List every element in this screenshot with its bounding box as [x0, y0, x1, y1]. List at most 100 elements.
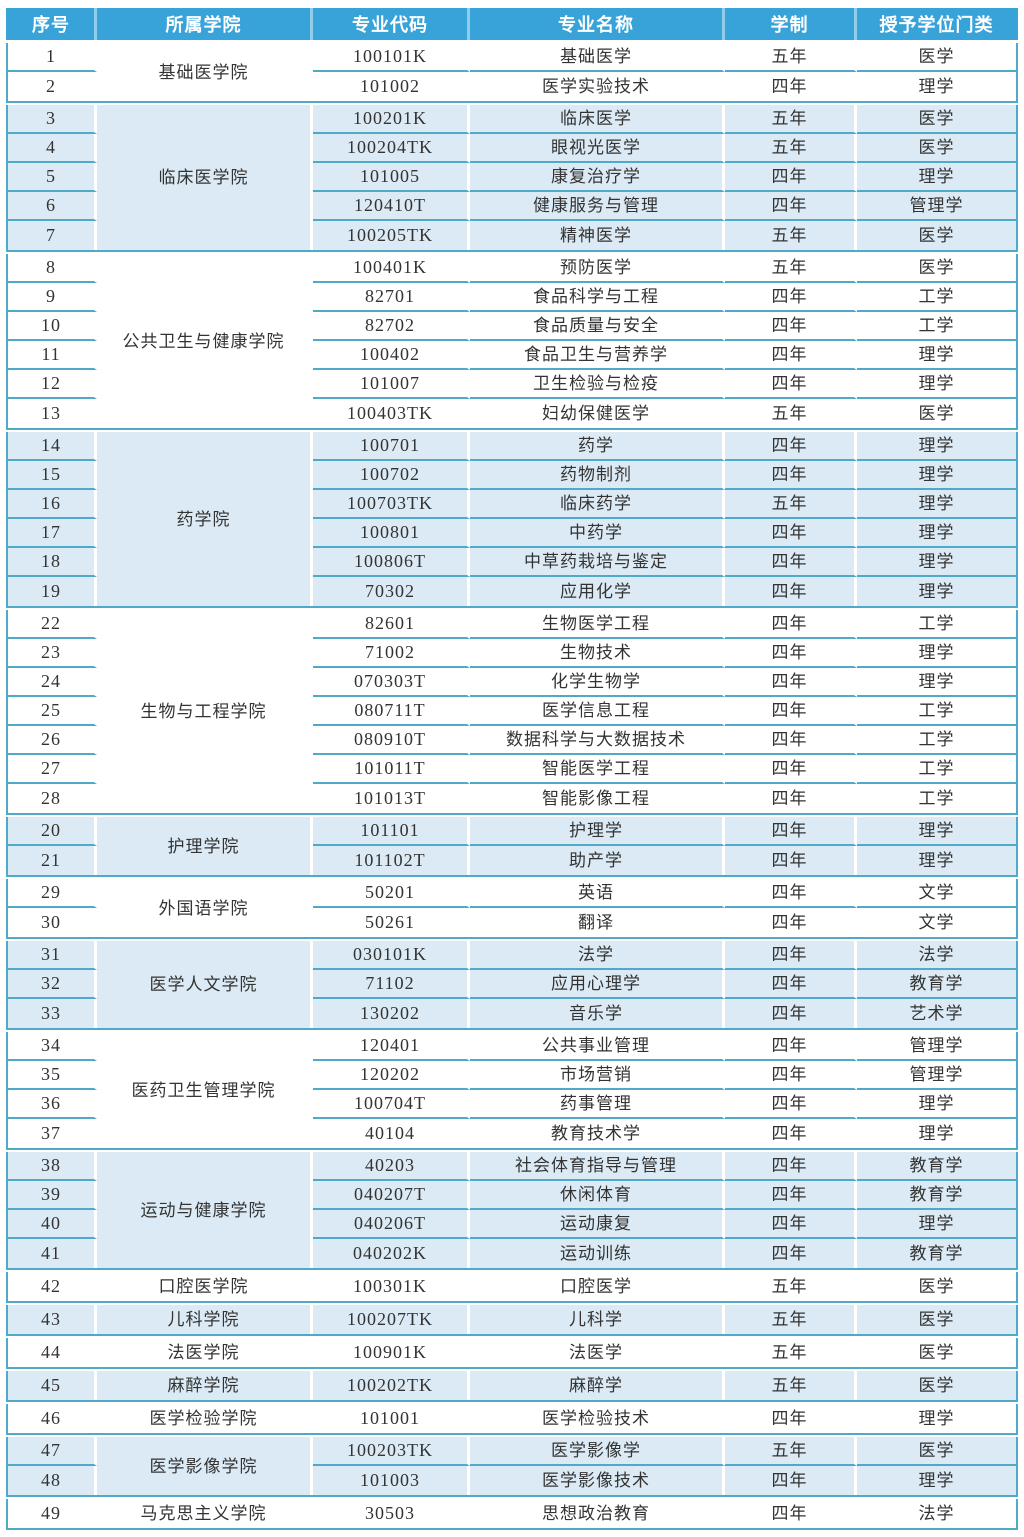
cell-no: 22 [8, 610, 97, 639]
cell-no: 8 [8, 254, 97, 283]
cell-major: 中草药栽培与鉴定 [470, 548, 725, 577]
cell-major: 休闲体育 [470, 1181, 725, 1210]
cell-no: 11 [8, 341, 97, 370]
cell-degree: 理学 [857, 639, 1016, 668]
cell-major: 临床药学 [470, 490, 725, 519]
cell-degree: 医学 [918, 226, 955, 245]
college-cell: 护理学院 [97, 817, 313, 875]
column-header-college: 所属学院 [97, 8, 313, 40]
cell-degree: 理学 [857, 461, 1016, 490]
cell-major: 食品科学与工程 [470, 283, 725, 312]
cell-degree: 医学 [918, 1376, 955, 1395]
cell-duration: 四年 [725, 163, 857, 192]
cell-duration: 四年 [725, 341, 857, 370]
cell-no: 10 [8, 312, 97, 341]
cell-duration: 五年 [725, 254, 857, 283]
cell-major: 生物技术 [470, 639, 725, 668]
college-group: 医学检验学院 46 101001 医学检验技术 四年 理学 [6, 1404, 1018, 1435]
cell-duration: 五年 [725, 490, 857, 519]
cell-no: 3 [8, 105, 97, 134]
cell-no: 21 [8, 846, 97, 875]
cell-code: 120410T [313, 192, 470, 221]
column-header-name: 专业名称 [470, 8, 725, 40]
cell-major: 助产学 [470, 846, 725, 875]
cell-major: 精神医学 [470, 221, 725, 250]
cell-degree: 理学 [918, 1124, 955, 1143]
cell-duration: 四年 [725, 1239, 857, 1268]
cell-degree: 理学 [918, 77, 955, 96]
cell-code: 130202 [313, 999, 470, 1028]
cell-degree: 法学 [918, 1504, 955, 1523]
cell-major: 生物医学工程 [470, 610, 725, 639]
cell-degree: 理学 [857, 668, 1016, 697]
cell-duration: 四年 [725, 668, 857, 697]
cell-duration: 四年 [725, 370, 857, 399]
cell-code: 70302 [313, 577, 470, 606]
cell-major: 麻醉学 [470, 1371, 725, 1400]
cell-code: 101013T [313, 784, 470, 813]
cell-major: 健康服务与管理 [470, 192, 725, 221]
cell-code: 040202K [313, 1239, 470, 1268]
cell-major: 法学 [470, 941, 725, 970]
cell-degree: 理学 [857, 163, 1016, 192]
cell-code: 100401K [313, 254, 470, 283]
cell-degree: 工学 [918, 789, 955, 808]
cell-duration: 四年 [725, 970, 857, 999]
cell-code: 100801 [313, 519, 470, 548]
cell-code: 101002 [313, 72, 470, 101]
cell-degree: 工学 [857, 610, 1016, 639]
college-cell: 基础医学院 [97, 43, 313, 101]
cell-code: 030101K [313, 941, 470, 970]
cell-code: 100701 [313, 432, 470, 461]
cell-code: 82701 [313, 283, 470, 312]
cell-duration: 四年 [725, 846, 857, 875]
cell-duration: 五年 [725, 105, 857, 134]
cell-duration: 四年 [725, 879, 857, 908]
column-header-code: 专业代码 [313, 8, 470, 40]
cell-degree: 理学 [857, 432, 1016, 461]
cell-degree: 理学 [918, 1409, 955, 1428]
cell-degree: 管理学 [857, 192, 1016, 221]
cell-major: 公共事业管理 [470, 1032, 725, 1061]
college-group: 公共卫生与健康学院 8 100401K 预防医学 五年 医学 9 82701 食品科学与工程 四年… [6, 254, 1018, 430]
cell-code: 50261 [313, 908, 470, 937]
cell-degree: 医学 [857, 43, 1016, 72]
cell-major: 数据科学与大数据技术 [470, 726, 725, 755]
cell-code: 101005 [313, 163, 470, 192]
college-cell: 外国语学院 [97, 879, 313, 937]
cell-code: 100806T [313, 548, 470, 577]
cell-major: 市场营销 [470, 1061, 725, 1090]
cell-duration: 四年 [725, 941, 857, 970]
college-cell: 药学院 [97, 432, 313, 606]
college-cell: 医药卫生管理学院 [97, 1032, 313, 1148]
cell-major: 思想政治教育 [470, 1499, 725, 1528]
cell-code: 101007 [313, 370, 470, 399]
cell-degree: 医学 [857, 134, 1016, 163]
cell-no: 46 [8, 1404, 97, 1433]
cell-duration: 四年 [725, 312, 857, 341]
cell-degree: 医学 [857, 105, 1016, 134]
cell-major: 中药学 [470, 519, 725, 548]
cell-major: 音乐学 [470, 999, 725, 1028]
cell-degree: 医学 [857, 254, 1016, 283]
college-group: 药学院 14 100701 药学 四年 理学 15 100702 药物制剂 四年 理学 16 10070… [6, 432, 1018, 608]
cell-duration: 四年 [725, 726, 857, 755]
cell-no: 33 [8, 999, 97, 1028]
cell-degree: 理学 [857, 1090, 1016, 1119]
cell-code: 101102T [313, 846, 470, 875]
cell-major: 药事管理 [470, 1090, 725, 1119]
cell-major: 翻译 [470, 908, 725, 937]
cell-code: 040207T [313, 1181, 470, 1210]
cell-no: 2 [8, 72, 97, 101]
cell-duration: 四年 [725, 1119, 857, 1148]
cell-duration: 四年 [725, 1466, 857, 1495]
cell-major: 口腔医学 [470, 1272, 725, 1301]
cell-duration: 五年 [725, 1437, 857, 1466]
cell-duration: 四年 [725, 72, 857, 101]
cell-degree: 医学 [918, 1310, 955, 1329]
cell-no: 20 [8, 817, 97, 846]
cell-major: 护理学 [470, 817, 725, 846]
cell-major: 食品卫生与营养学 [470, 341, 725, 370]
cell-code: 100301K [313, 1272, 470, 1301]
cell-code: 71002 [313, 639, 470, 668]
